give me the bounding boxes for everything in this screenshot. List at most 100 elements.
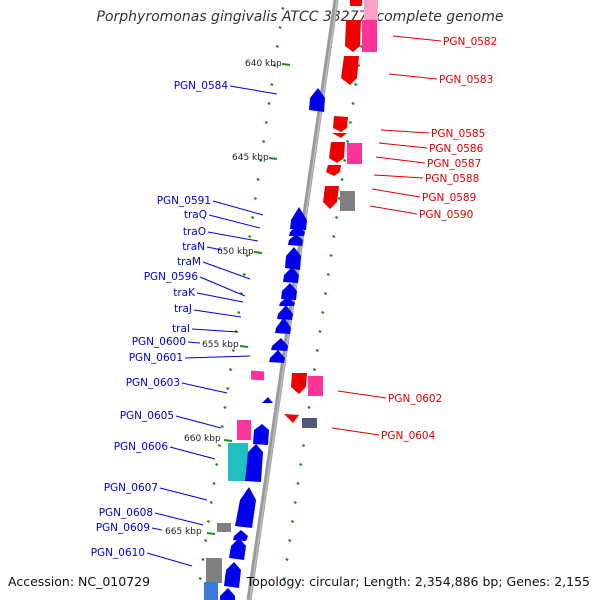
tick-mark	[340, 177, 344, 182]
tick-mark	[307, 405, 311, 410]
gene-PGN_0596[interactable]	[281, 283, 297, 300]
label-PGN_0602[interactable]: PGN_0602	[388, 393, 442, 405]
gene-PGN_0600[interactable]	[271, 338, 288, 351]
label-PGN_0590[interactable]: PGN_0590	[419, 209, 473, 221]
label-PGN_0596[interactable]: PGN_0596	[144, 271, 199, 283]
gene-PGN_0610-blue[interactable]	[204, 582, 218, 600]
leader-line	[202, 261, 251, 280]
forward-strand-genes	[204, 88, 325, 600]
gene-PGN_0588[interactable]	[326, 165, 341, 176]
gene-PGN_0609b[interactable]	[229, 538, 246, 560]
tick-mark	[206, 519, 211, 524]
gene-traJ[interactable]	[277, 305, 293, 320]
gene-PGN_0610[interactable]	[224, 562, 241, 588]
label-PGN_0589[interactable]: PGN_0589	[422, 192, 476, 204]
gene-traN[interactable]	[285, 247, 301, 270]
tick-mark	[231, 348, 235, 353]
label-PGN_0591[interactable]: PGN_0591	[157, 195, 211, 207]
reverse-strand-genes	[284, 0, 378, 428]
tick-mark	[321, 310, 325, 315]
leader-line	[392, 35, 442, 42]
label-PGN_0603[interactable]: PGN_0603	[126, 377, 180, 389]
gene-PGN_0608[interactable]	[217, 523, 231, 532]
label-PGN_0584[interactable]: PGN_0584	[174, 80, 229, 92]
label-PGN_0586[interactable]: PGN_0586	[429, 143, 484, 155]
scale-labels: 640 kbp 645 kbp 650 kbp 655 kbp 660 kbp …	[165, 59, 282, 537]
leader-line	[378, 142, 428, 149]
gene-PGN_0585[interactable]	[333, 116, 348, 132]
gene-PGN_0606[interactable]	[228, 443, 248, 481]
tick-mark	[348, 120, 352, 125]
tick-mark	[256, 177, 260, 182]
label-traN[interactable]: traN	[182, 241, 205, 253]
label-traI[interactable]: traI	[172, 323, 190, 335]
label-PGN_0608[interactable]: PGN_0608	[99, 507, 153, 519]
gene-PGN_0591[interactable]	[290, 207, 307, 230]
gene-PGN_0585b[interactable]	[332, 133, 347, 138]
gene-traO[interactable]	[288, 234, 303, 246]
leader-line	[146, 552, 193, 567]
gene-PGN_0582-a[interactable]	[350, 0, 362, 6]
label-traQ[interactable]: traQ	[184, 209, 207, 221]
gene-PGN_0604-slate[interactable]	[302, 418, 317, 428]
gene-PGN_0602[interactable]	[291, 373, 307, 394]
genome-summary-text: Topology: circular; Length: 2,354,886 bp…	[246, 574, 590, 589]
label-PGN_0601[interactable]: PGN_0601	[129, 352, 183, 364]
label-traO[interactable]: traO	[183, 226, 206, 238]
scale-label: 640 kbp	[245, 59, 282, 69]
gene-PGN_0589[interactable]	[323, 186, 339, 209]
gene-PGN_0605[interactable]	[237, 420, 251, 440]
tick-mark	[242, 272, 246, 277]
label-PGN_0604[interactable]: PGN_0604	[381, 430, 436, 442]
gene-PGN_0604[interactable]	[284, 414, 299, 423]
gene-traQ[interactable]	[289, 225, 305, 236]
label-PGN_0588[interactable]: PGN_0588	[425, 173, 479, 185]
gene-PGN_0600b[interactable]	[269, 350, 285, 363]
gene-PGN_0609[interactable]	[233, 530, 248, 541]
gene-PGN_0610c[interactable]	[220, 588, 235, 600]
label-PGN_0587[interactable]: PGN_0587	[427, 158, 481, 170]
gene-PGN_0603[interactable]	[262, 397, 273, 403]
scale-label: 650 kbp	[217, 247, 254, 257]
label-PGN_0609[interactable]: PGN_0609	[96, 522, 150, 534]
leader-line	[151, 527, 163, 531]
leader-line	[181, 382, 228, 394]
label-PGN_0605[interactable]: PGN_0605	[120, 410, 174, 422]
left-leader-lines	[146, 85, 278, 567]
gene-traI[interactable]	[275, 317, 291, 334]
leader-line	[196, 292, 244, 303]
label-traK[interactable]: traK	[173, 287, 196, 299]
gene-PGN_0607[interactable]	[235, 487, 256, 528]
label-traM[interactable]: traM	[177, 256, 201, 268]
gene-traM[interactable]	[283, 267, 299, 283]
label-PGN_0600[interactable]: PGN_0600	[132, 336, 186, 348]
label-PGN_0610[interactable]: PGN_0610	[91, 547, 145, 559]
gene-PGN_0602-pink[interactable]	[308, 376, 323, 396]
gene-PGN_0589-gray[interactable]	[340, 191, 355, 211]
gene-PGN_0582-pink[interactable]	[362, 20, 377, 52]
label-PGN_0585[interactable]: PGN_0585	[431, 128, 485, 140]
tick-mark	[332, 234, 336, 239]
gene-PGN_0586[interactable]	[329, 142, 345, 163]
leader-line	[207, 231, 259, 242]
gene-PGN_0582[interactable]	[345, 20, 361, 52]
gene-PGN_0586-pink[interactable]	[347, 143, 362, 164]
gene-PGN_0582-pink-top[interactable]	[364, 0, 378, 20]
scale-tick	[239, 345, 249, 348]
gene-PGN_0584[interactable]	[309, 88, 325, 112]
label-traJ[interactable]: traJ	[174, 303, 192, 315]
gene-traK[interactable]	[279, 297, 295, 306]
label-PGN_0583[interactable]: PGN_0583	[439, 74, 493, 86]
tick-mark	[261, 139, 266, 144]
gene-PGN_0601[interactable]	[251, 370, 264, 381]
label-PGN_0582[interactable]: PGN_0582	[443, 36, 497, 48]
gene-PGN_0583[interactable]	[341, 56, 359, 85]
gene-PGN_0605b[interactable]	[253, 424, 269, 445]
gene-PGN_0606b[interactable]	[245, 444, 263, 482]
tick-mark	[209, 500, 213, 505]
label-PGN_0606[interactable]: PGN_0606	[114, 441, 169, 453]
label-PGN_0607[interactable]: PGN_0607	[104, 482, 158, 494]
gene-PGN_0610-gray[interactable]	[206, 558, 222, 583]
leader-line	[337, 390, 387, 399]
